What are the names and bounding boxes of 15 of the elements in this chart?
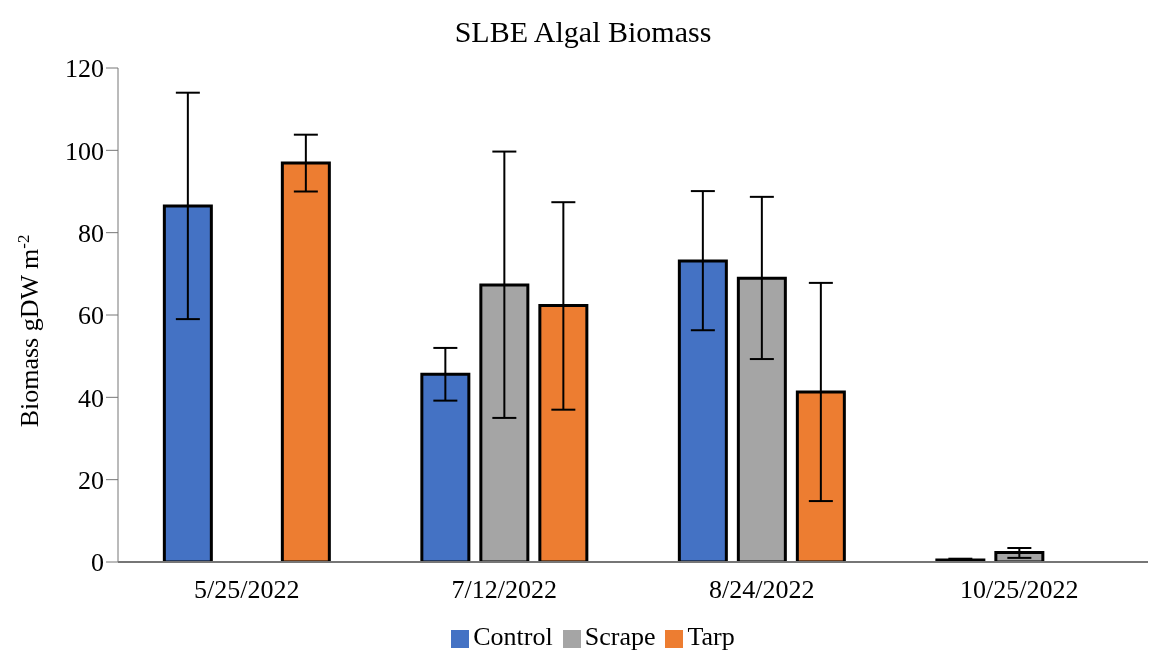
- x-tick-label: 8/24/2022: [709, 575, 815, 605]
- legend-label: Scrape: [584, 622, 656, 651]
- legend-label: Tarp: [687, 622, 735, 651]
- y-tick-label: 0: [91, 548, 104, 578]
- x-tick-label: 5/25/2022: [194, 575, 300, 605]
- y-tick-label: 20: [78, 465, 104, 495]
- y-tick-label: 80: [78, 218, 104, 248]
- x-tick-label: 10/25/2022: [960, 575, 1079, 605]
- y-tick-label: 60: [78, 301, 104, 331]
- chart-title: SLBE Algal Biomass: [454, 15, 712, 48]
- legend-label: Control: [473, 622, 553, 651]
- y-tick-label: 120: [65, 54, 104, 84]
- y-tick-label: 40: [78, 383, 104, 413]
- x-tick-label: 7/12/2022: [451, 575, 557, 605]
- y-tick-label: 100: [65, 136, 104, 166]
